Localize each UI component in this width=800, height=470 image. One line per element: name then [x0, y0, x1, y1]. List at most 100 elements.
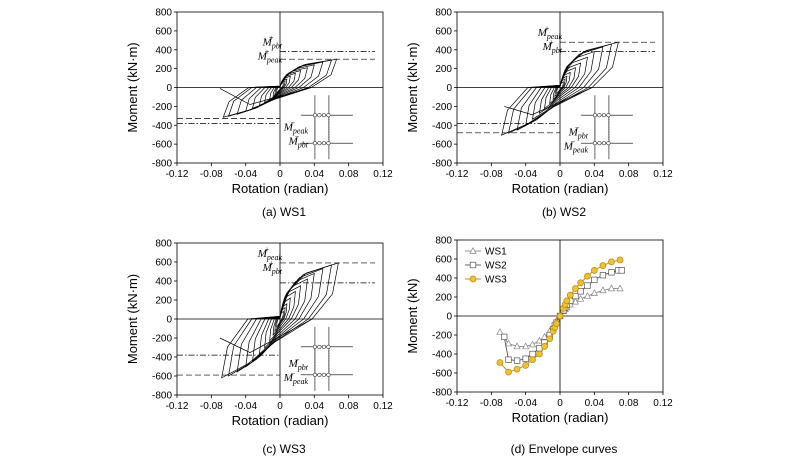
y-tick-label: -200	[152, 334, 172, 345]
data-point	[608, 258, 615, 266]
x-tick-label: -0.12	[446, 169, 469, 180]
inset-bolt	[592, 141, 597, 146]
x-axis-label: Rotation (radian)	[512, 410, 609, 425]
data-point	[541, 343, 548, 350]
inset-bolt	[601, 113, 606, 118]
hysteresis-loop	[544, 67, 576, 110]
y-tick-label: 800	[155, 239, 172, 250]
m-pbt-negative-label: Mpbt−	[288, 355, 309, 372]
inset-bolt	[326, 344, 331, 349]
y-tick-label: -400	[432, 121, 452, 132]
data-point	[590, 267, 598, 274]
x-tick-label: 0.08	[339, 169, 359, 180]
data-point	[546, 335, 554, 343]
x-tick-label: -0.08	[200, 169, 223, 180]
hysteresis-loop	[221, 262, 339, 379]
m-peak-positive-label: Mpeak+	[537, 24, 563, 41]
y-tick-label: -200	[432, 331, 452, 342]
data-point	[529, 350, 536, 358]
data-point	[599, 272, 607, 279]
y-tick-label: -400	[152, 353, 172, 364]
y-tick-label: 400	[155, 45, 172, 56]
y-tick-label: -600	[152, 140, 172, 151]
data-point	[522, 362, 530, 369]
m-pbt-positive-label: Mpbt+	[262, 259, 283, 276]
caption-c: (c) WS3	[262, 442, 306, 456]
data-point	[563, 297, 571, 305]
x-tick-label: -0.04	[234, 401, 257, 412]
series-ws3	[496, 256, 624, 376]
x-tick-label: 0.12	[373, 169, 393, 180]
inset-bolt	[606, 141, 611, 146]
data-point	[599, 262, 607, 269]
data-point	[607, 284, 616, 292]
inset-web	[314, 114, 330, 144]
x-tick-label: 0	[557, 169, 563, 180]
hysteresis-loop	[501, 41, 619, 136]
y-tick-label: 600	[435, 255, 452, 266]
hysteresis-loop	[538, 62, 582, 115]
data-point	[577, 279, 584, 287]
x-tick-label: 0.12	[653, 169, 673, 180]
y-tick-label: 800	[435, 8, 452, 19]
y-tick-label: 400	[435, 45, 452, 56]
m-peak-positive-label: Mpeak+	[257, 245, 283, 262]
caption-d: (d) Envelope curves	[510, 442, 618, 456]
data-point	[608, 269, 615, 276]
legend-marker	[469, 246, 477, 254]
legend-label: WS3	[485, 275, 507, 286]
y-tick-label: 200	[435, 293, 452, 304]
x-tick-label: -0.08	[480, 169, 503, 180]
inset-bolt	[592, 113, 597, 118]
y-tick-label: -600	[152, 372, 172, 383]
m-peak-negative-label: Mpeak−	[563, 137, 589, 154]
y-axis-label: Moment (kN·m)	[405, 42, 420, 132]
inset-bolt	[317, 141, 322, 146]
inset-bolt	[312, 113, 317, 118]
y-tick-label: 400	[155, 277, 172, 288]
y-tick-label: -200	[152, 102, 172, 113]
x-tick-label: 0	[557, 398, 563, 409]
specimen-inset-icon	[300, 326, 353, 391]
hysteresis-loop	[236, 268, 324, 373]
legend-label: WS2	[485, 261, 507, 272]
y-tick-label: 200	[435, 64, 452, 75]
data-point	[540, 332, 549, 340]
y-tick-label: 600	[155, 258, 172, 269]
data-point	[504, 339, 513, 347]
x-tick-label: 0.08	[619, 398, 639, 409]
y-tick-label: 0	[446, 312, 452, 323]
y-axis-label: Moment (kN)	[405, 278, 420, 353]
m-peak-positive-label: Mpeak+	[257, 48, 283, 65]
x-tick-label: -0.04	[514, 398, 537, 409]
data-point	[501, 333, 508, 341]
data-point	[616, 256, 624, 264]
envelope-panel: 800 600 400 200 0 -200 -400 -600 -800-0.12 -0.08-…	[405, 236, 673, 426]
data-point	[553, 320, 560, 327]
inset-bolt	[606, 113, 611, 118]
y-tick-label: 0	[446, 83, 452, 94]
hysteresis-loop	[222, 58, 338, 118]
inset-bolt	[326, 372, 331, 377]
y-tick-label: 800	[435, 236, 452, 247]
hysteresis-panel-0: 800 600 400 200 0 -200 -400 -600 -800-0.12 -0.08-…	[125, 8, 393, 197]
caption-b: (b) WS2	[541, 205, 586, 219]
data-point	[513, 365, 521, 373]
hysteresis-loop	[245, 272, 315, 368]
inset-bolt	[326, 113, 331, 118]
hysteresis-loop	[236, 61, 324, 115]
data-point	[599, 286, 607, 294]
y-tick-label: -200	[432, 102, 452, 113]
x-tick-label: 0.08	[619, 169, 639, 180]
data-point	[584, 272, 591, 280]
data-point	[583, 291, 592, 299]
y-tick-label: -800	[152, 159, 172, 170]
x-tick-label: 0.04	[585, 169, 605, 180]
x-tick-label: -0.08	[200, 401, 223, 412]
inset-bolt	[601, 141, 606, 146]
x-tick-label: 0	[277, 401, 283, 412]
x-axis-label: Rotation (radian)	[232, 413, 329, 428]
data-point	[571, 297, 580, 305]
x-tick-label: 0.04	[585, 398, 605, 409]
